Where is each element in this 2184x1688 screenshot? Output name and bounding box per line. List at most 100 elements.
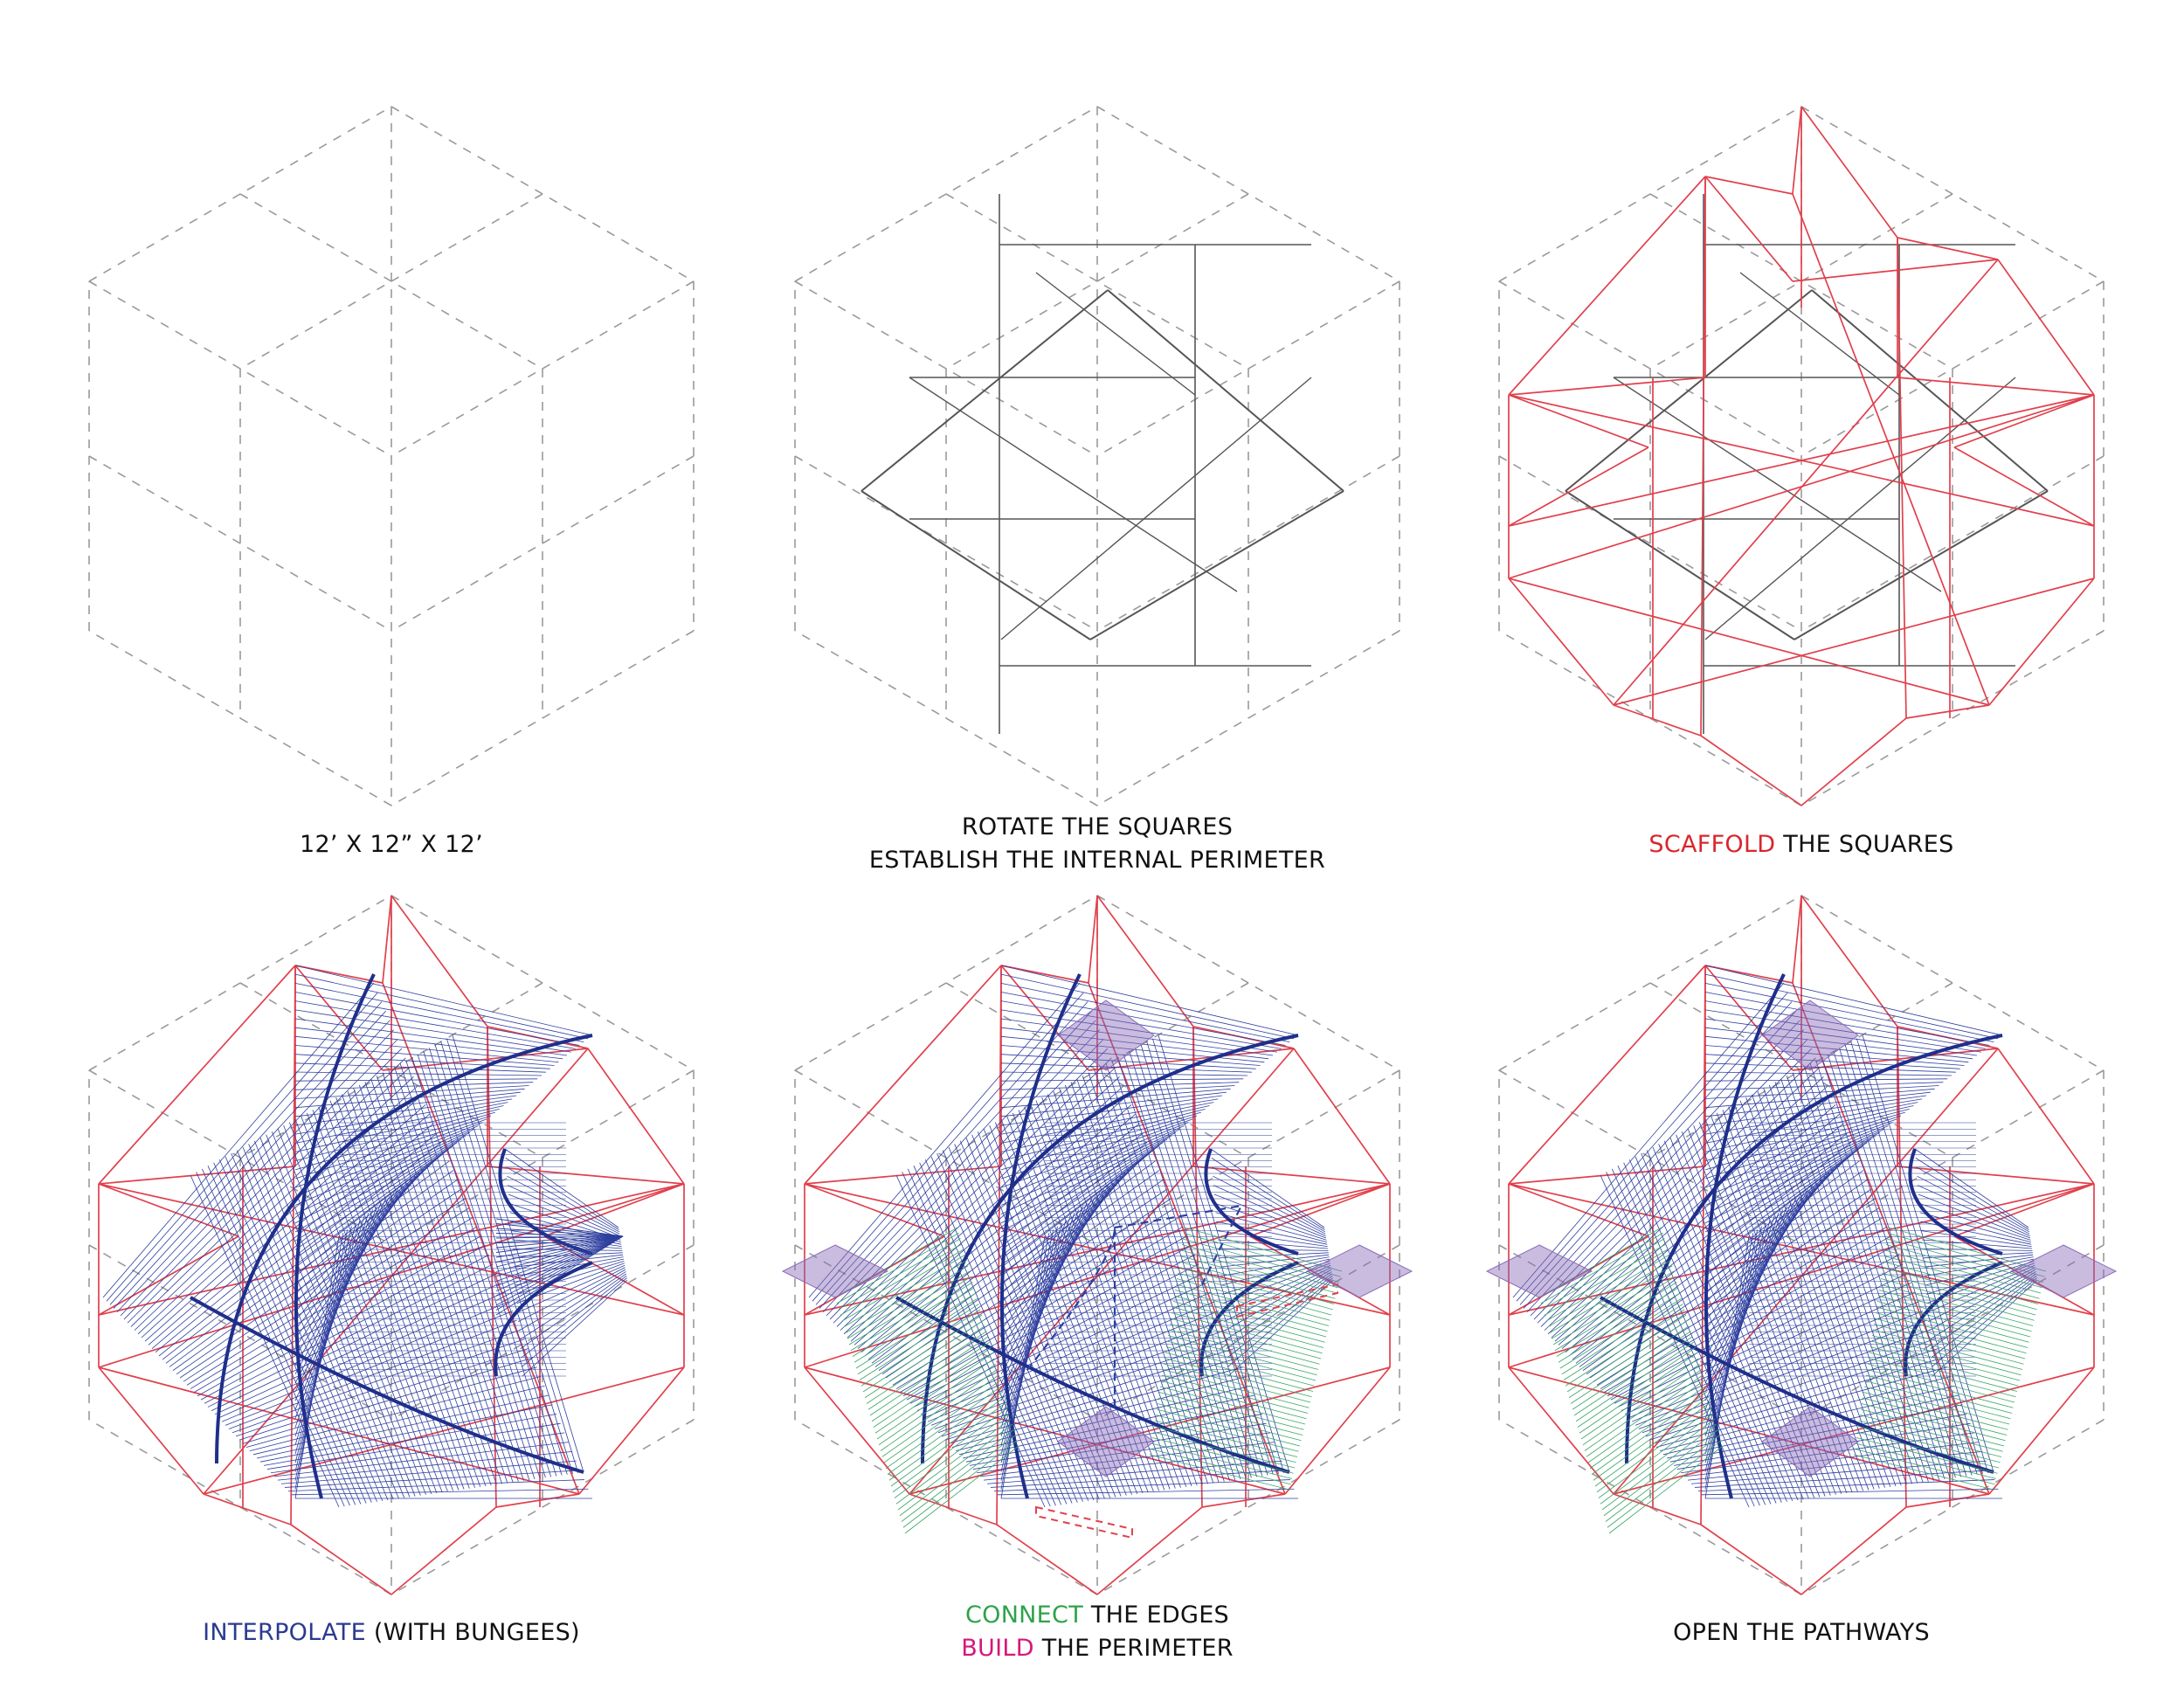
bungee-line bbox=[1000, 992, 1286, 1046]
bungee-line bbox=[897, 1423, 1013, 1511]
bungee-line bbox=[1024, 1106, 1165, 1491]
scaffold-member bbox=[1192, 1166, 1391, 1185]
bungee-line bbox=[405, 1060, 541, 1479]
rotated-squares bbox=[860, 194, 1344, 734]
bungee-line bbox=[294, 1108, 500, 1162]
bungee-line bbox=[1523, 1010, 1796, 1309]
bungee-line bbox=[1088, 1072, 1225, 1482]
scaffold-member bbox=[1508, 176, 1706, 396]
caption-segment: CONNECT bbox=[964, 1602, 1083, 1629]
bungee-line bbox=[1809, 1062, 1946, 1480]
bungee-line bbox=[1544, 1067, 1821, 1331]
bungee-line bbox=[495, 1235, 624, 1316]
scaffold-member bbox=[1792, 106, 1802, 195]
bungee-line bbox=[1704, 1122, 1893, 1197]
bungee-line bbox=[515, 1256, 624, 1276]
scaffold-member bbox=[1997, 1048, 2095, 1185]
perimeter-outline bbox=[1035, 1505, 1133, 1539]
bungee-line bbox=[1184, 1227, 1343, 1272]
bungee-line bbox=[347, 1090, 487, 1487]
bungee-line bbox=[1151, 1442, 1293, 1479]
bungee-line bbox=[993, 1479, 1290, 1492]
perimeter-edge bbox=[1811, 289, 2049, 492]
bungee-line bbox=[1220, 1254, 1330, 1268]
bungee-line bbox=[1566, 1314, 1687, 1393]
bungee-line bbox=[976, 1432, 1271, 1474]
bungee-line bbox=[225, 1156, 372, 1503]
bungee-line bbox=[1558, 1104, 1836, 1346]
bungee-line bbox=[885, 1385, 1002, 1470]
bungee-line bbox=[1867, 1363, 2015, 1403]
bungee-line bbox=[1687, 1450, 1983, 1481]
bungee-surface bbox=[1749, 1122, 1976, 1377]
bungee-line bbox=[231, 1152, 377, 1502]
bungee-line bbox=[942, 1150, 1089, 1502]
scaffold-member bbox=[382, 1048, 589, 1071]
bungee-line bbox=[867, 1331, 987, 1410]
bungee-line bbox=[1215, 1212, 1327, 1243]
edge-surface bbox=[1149, 1227, 1343, 1491]
square-edge bbox=[1613, 377, 1942, 592]
bungee-line bbox=[495, 1218, 624, 1237]
bungee-line bbox=[1704, 1138, 1872, 1242]
bungee-line bbox=[186, 1207, 470, 1386]
bungee-line bbox=[1174, 1290, 1328, 1332]
scaffold-member bbox=[98, 1183, 239, 1237]
bungee-line bbox=[971, 1134, 1116, 1498]
bungee-line bbox=[1221, 1261, 1330, 1295]
bungee-line bbox=[1623, 1162, 1772, 1505]
bungee-line bbox=[1123, 1054, 1258, 1477]
bungee-line bbox=[1519, 1001, 1793, 1305]
bungee-line bbox=[1152, 1431, 1296, 1469]
bungee-line bbox=[1704, 1018, 1978, 1056]
bungee-line bbox=[1171, 1312, 1323, 1354]
bungee-line bbox=[1116, 1056, 1252, 1478]
bungee-line bbox=[1168, 1329, 1319, 1370]
bungee-line bbox=[1227, 1279, 1334, 1377]
square-edge bbox=[1035, 272, 1196, 396]
bungee-line bbox=[845, 1260, 967, 1333]
scaffold-member bbox=[1792, 895, 1802, 984]
bungee-surface bbox=[339, 1122, 566, 1377]
scaffold-member bbox=[1613, 259, 1999, 706]
scaffold-member bbox=[1905, 1493, 1990, 1508]
bungee-line bbox=[1182, 1238, 1340, 1283]
bungee-line bbox=[294, 965, 593, 1036]
bungee-line bbox=[1000, 1085, 1235, 1099]
bungee-line bbox=[836, 1232, 959, 1304]
bungee-line bbox=[434, 1044, 568, 1475]
bungee-line bbox=[990, 1470, 1287, 1488]
bungee-line bbox=[1171, 1306, 1324, 1348]
bungee-line bbox=[1833, 1050, 1967, 1477]
bungee-line bbox=[1827, 1054, 1962, 1477]
bungee-line bbox=[1165, 1352, 1314, 1392]
perimeter-panel bbox=[1057, 1000, 1155, 1071]
bungee-line bbox=[1888, 1227, 2047, 1272]
bungee-line bbox=[148, 1104, 426, 1346]
caption-p5: CONNECT THE EDGES BUILD THE PERIMETER bbox=[748, 1599, 1447, 1665]
bungee-line bbox=[236, 1150, 384, 1502]
bungee-line bbox=[417, 1054, 552, 1477]
scaffold-member bbox=[1800, 106, 1898, 239]
bungee-line bbox=[1876, 1301, 2029, 1343]
bungee-line bbox=[965, 1138, 1111, 1498]
bungee-line bbox=[495, 1235, 624, 1258]
caption-segment: ESTABLISH THE INTERNAL PERIMETER bbox=[868, 847, 1326, 874]
scaffold-member bbox=[1508, 394, 2095, 527]
perimeter-edge bbox=[1089, 490, 1344, 640]
bungee-line bbox=[1594, 1401, 1711, 1487]
bungee-line bbox=[294, 1128, 474, 1215]
bungee-line bbox=[120, 1029, 395, 1317]
bungee-line bbox=[1704, 965, 2003, 1036]
bungee-line bbox=[495, 1235, 624, 1249]
perimeter-outline bbox=[1236, 1283, 1338, 1318]
bungee-line bbox=[294, 1135, 467, 1233]
bungee-line bbox=[495, 1235, 624, 1282]
bungee-line bbox=[1155, 1415, 1299, 1452]
guide-line bbox=[239, 193, 543, 370]
bungee-line bbox=[1579, 1352, 1697, 1434]
bungee-line bbox=[1704, 1095, 1927, 1126]
bungee-line bbox=[1000, 1138, 1168, 1242]
bungee-line bbox=[1214, 1203, 1327, 1241]
caption-line: 12’ X 12” X 12’ bbox=[42, 828, 741, 861]
